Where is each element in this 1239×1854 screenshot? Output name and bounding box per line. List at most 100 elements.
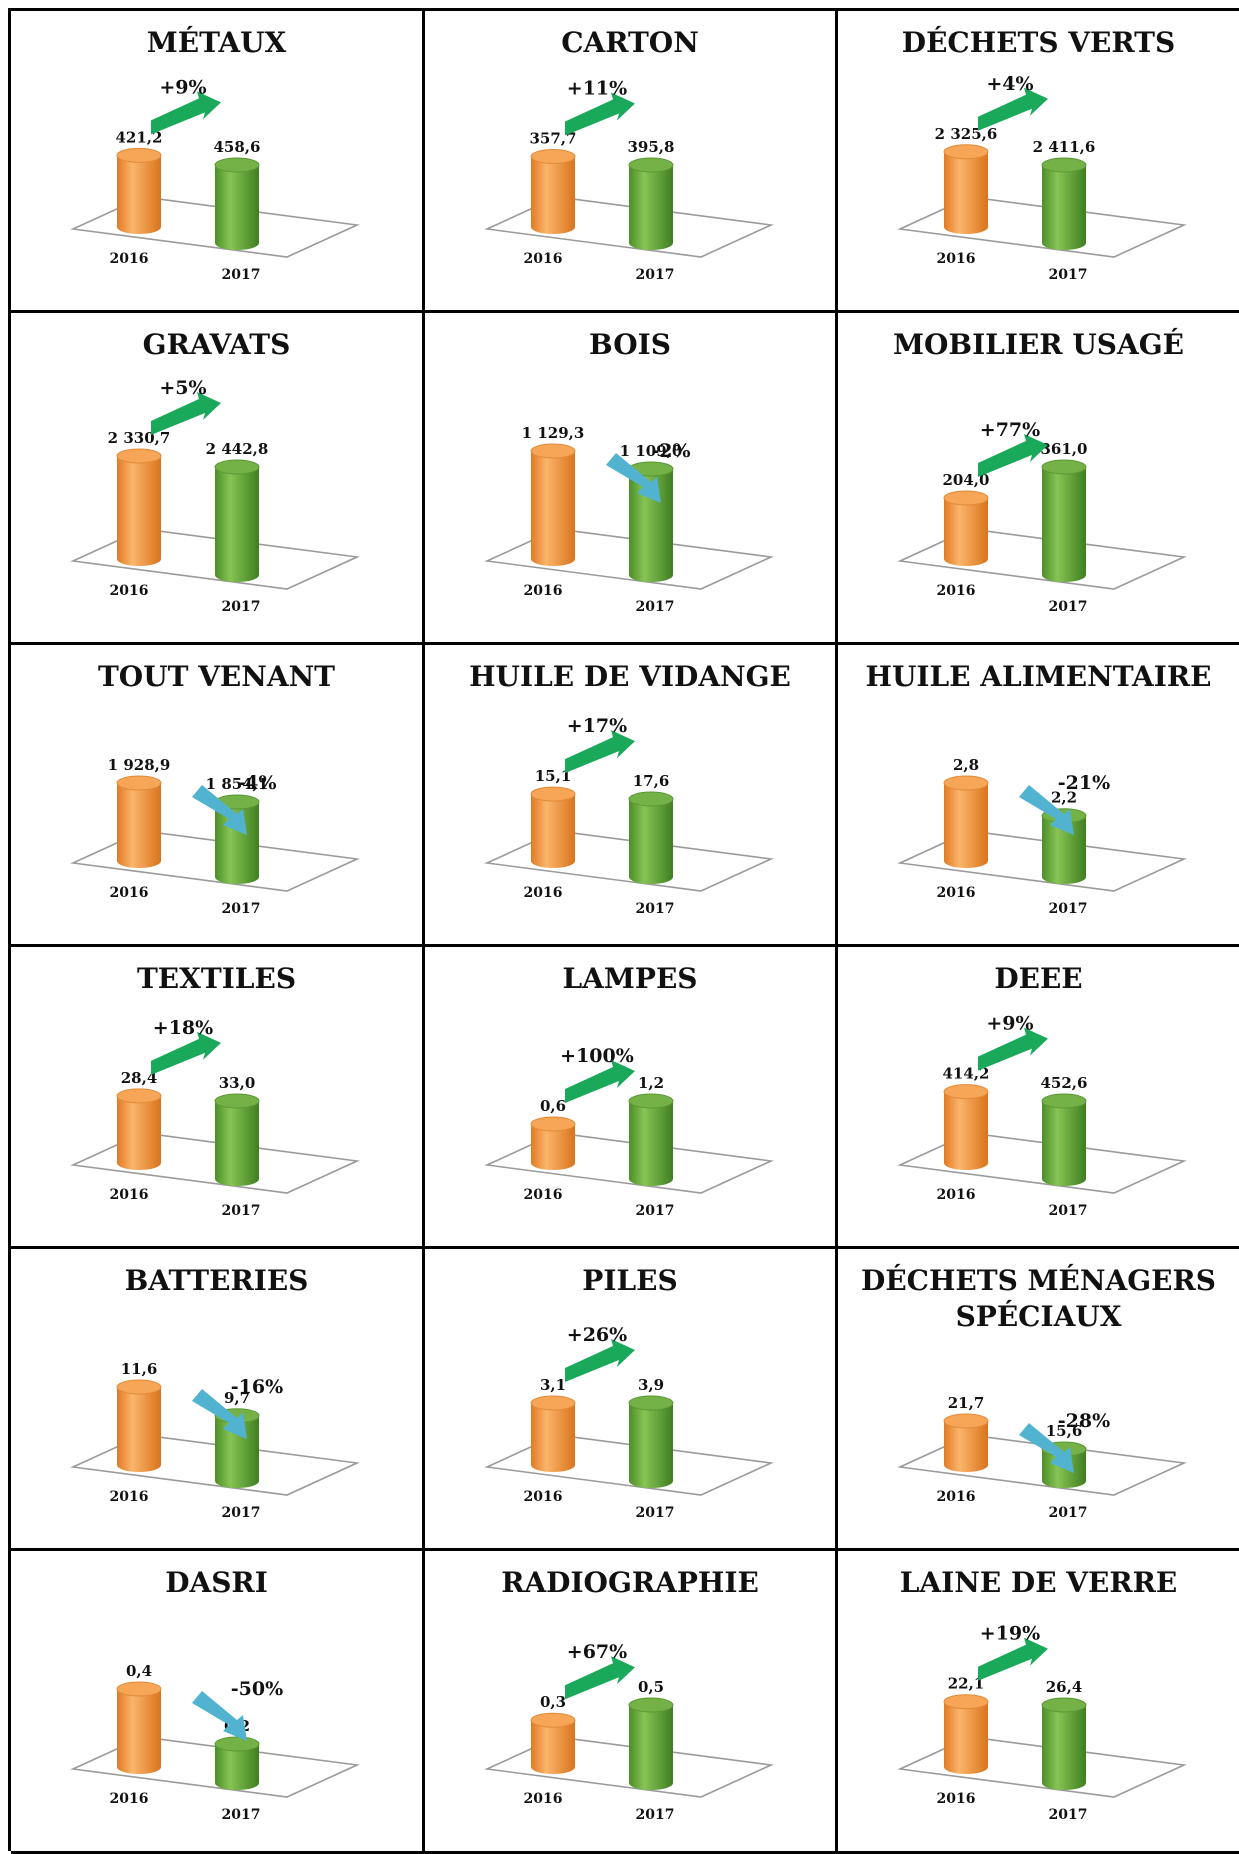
year-label-2017: 2017 bbox=[636, 267, 675, 283]
change-percent: +5% bbox=[159, 377, 206, 399]
chart-plot: 22,1 2016 26,4 2017 +19% bbox=[897, 1623, 1187, 1823]
value-label-2016: 0,4 bbox=[126, 1662, 152, 1680]
chart-dechets-menagers-speciaux: DÉCHETS MÉNAGERS SPÉCIAUX 21,7 2016 15,6 201… bbox=[838, 1249, 1239, 1551]
chart-mobilier-usage: MOBILIER USAGÉ 204,0 2016 361,0 2017 +77% bbox=[838, 313, 1239, 645]
value-label-2016: 3,1 bbox=[540, 1376, 566, 1394]
year-label-2017: 2017 bbox=[636, 1203, 675, 1219]
value-label-2017: 9,7 bbox=[224, 1389, 250, 1407]
year-label-2017: 2017 bbox=[1049, 1203, 1088, 1219]
chart-dechets-verts: DÉCHETS VERTS 2 325,6 2016 2 411,6 2017 +4% bbox=[838, 11, 1239, 313]
chart-title: BOIS bbox=[589, 328, 671, 361]
trend-up-arrow bbox=[978, 1637, 1048, 1681]
chart-plot: 0,6 2016 1,2 2017 +100% bbox=[484, 1045, 774, 1219]
chart-title: RADIOGRAPHIE bbox=[501, 1566, 759, 1599]
trend-up-arrow bbox=[565, 1060, 635, 1103]
trend-up-arrow bbox=[151, 91, 221, 135]
year-label-2017: 2017 bbox=[1049, 599, 1088, 615]
bar-2016 bbox=[943, 1694, 989, 1774]
chart-plot: 21,7 2016 15,6 2017 -28% bbox=[897, 1394, 1187, 1521]
value-label-2016: 11,6 bbox=[121, 1360, 158, 1378]
value-label-2017: 17,6 bbox=[633, 772, 670, 790]
value-label-2016: 2,8 bbox=[953, 756, 979, 774]
value-label-2016: 204,0 bbox=[943, 471, 990, 489]
bar-2017 bbox=[628, 1395, 674, 1488]
value-label-2017: 1 109,0 bbox=[620, 442, 683, 460]
bar-2017 bbox=[214, 1736, 260, 1790]
chart-title: DEEE bbox=[994, 962, 1083, 995]
change-percent: +17% bbox=[567, 715, 627, 737]
chart-title: MÉTAUX bbox=[146, 26, 287, 59]
trend-down-arrow bbox=[1019, 1423, 1074, 1473]
bar-2016 bbox=[530, 786, 576, 868]
trend-down-arrow bbox=[1019, 785, 1074, 835]
value-label-2017: 3,9 bbox=[638, 1376, 664, 1394]
value-label-2017: 2 411,6 bbox=[1033, 138, 1096, 156]
trend-up-arrow bbox=[978, 87, 1048, 131]
year-label-2017: 2017 bbox=[636, 1807, 675, 1823]
year-label-2016: 2016 bbox=[110, 583, 149, 599]
chart-title: GRAVATS bbox=[142, 328, 291, 361]
trend-up-arrow bbox=[151, 1031, 221, 1075]
chart-radiographie: RADIOGRAPHIE 0,3 2016 0,5 2017 +67% bbox=[425, 1551, 838, 1854]
trend-up-arrow bbox=[151, 391, 221, 435]
value-label-2016: 0,3 bbox=[540, 1693, 566, 1711]
chart-title: DÉCHETS MÉNAGERS SPÉCIAUX bbox=[861, 1264, 1216, 1333]
bar-2017 bbox=[628, 1697, 674, 1790]
chart-plot: 0,3 2016 0,5 2017 +67% bbox=[484, 1641, 774, 1823]
bar-2017 bbox=[214, 1093, 260, 1186]
bar-2016 bbox=[943, 1084, 989, 1170]
year-label-2016: 2016 bbox=[524, 1187, 563, 1203]
change-percent: -28% bbox=[1058, 1410, 1110, 1432]
bar-2016 bbox=[116, 147, 162, 234]
bar-2017 bbox=[628, 1093, 674, 1186]
year-label-2017: 2017 bbox=[222, 599, 261, 615]
value-label-2017: 458,6 bbox=[214, 138, 261, 156]
year-label-2017: 2017 bbox=[222, 1203, 261, 1219]
chart-batteries: BATTERIES 11,6 2016 9,7 2017 -16% bbox=[11, 1249, 425, 1551]
year-label-2016: 2016 bbox=[937, 583, 976, 599]
value-label-2016: 421,2 bbox=[116, 128, 163, 146]
year-label-2017: 2017 bbox=[636, 901, 675, 917]
value-label-2017: 26,4 bbox=[1046, 1678, 1083, 1696]
chart-huile-de-vidange: HUILE DE VIDANGE 15,1 2016 17,6 2017 +17% bbox=[425, 645, 838, 947]
chart-laine-de-verre: LAINE DE VERRE 22,1 2016 26,4 2017 +19% bbox=[838, 1551, 1239, 1854]
value-label-2016: 1 129,3 bbox=[522, 424, 585, 442]
year-label-2016: 2016 bbox=[524, 251, 563, 267]
year-label-2017: 2017 bbox=[222, 901, 261, 917]
chart-plot: 421,2 2016 458,6 2017 +9% bbox=[70, 76, 360, 283]
value-label-2016: 2 325,6 bbox=[935, 125, 998, 143]
value-label-2016: 1 928,9 bbox=[108, 756, 171, 774]
trend-down-arrow bbox=[606, 453, 661, 503]
bar-2016 bbox=[530, 1712, 576, 1774]
year-label-2017: 2017 bbox=[1049, 901, 1088, 917]
bar-2017 bbox=[628, 791, 674, 884]
change-percent: +100% bbox=[560, 1045, 634, 1067]
chart-deee: DEEE 414,2 2016 452,6 2017 +9% bbox=[838, 947, 1239, 1249]
value-label-2016: 357,7 bbox=[530, 130, 577, 148]
chart-plot: 28,4 2016 33,0 2017 +18% bbox=[70, 1017, 360, 1219]
bar-2016 bbox=[530, 443, 576, 566]
chart-plot: 357,7 2016 395,8 2017 +11% bbox=[484, 78, 774, 283]
year-label-2017: 2017 bbox=[636, 1505, 675, 1521]
bar-2016 bbox=[943, 144, 989, 234]
year-label-2016: 2016 bbox=[524, 1791, 563, 1807]
change-percent: +19% bbox=[980, 1623, 1040, 1645]
chart-piles: PILES 3,1 2016 3,9 2017 +26% bbox=[425, 1249, 838, 1551]
bar-2016 bbox=[116, 1379, 162, 1472]
chart-plot: 3,1 2016 3,9 2017 +26% bbox=[484, 1324, 774, 1521]
chart-title: DASRI bbox=[165, 1566, 268, 1599]
chart-plot: 414,2 2016 452,6 2017 +9% bbox=[897, 1013, 1187, 1219]
chart-plot: 2 330,7 2016 2 442,8 2017 +5% bbox=[70, 377, 360, 615]
chart-title: LAMPES bbox=[562, 962, 698, 995]
trend-up-arrow bbox=[565, 92, 635, 136]
bar-2017 bbox=[1041, 1697, 1087, 1790]
chart-title: TOUT VENANT bbox=[97, 660, 336, 693]
change-percent: +9% bbox=[159, 76, 206, 98]
value-label-2016: 2 330,7 bbox=[108, 429, 171, 447]
change-percent: -21% bbox=[1058, 772, 1110, 794]
bar-2016 bbox=[943, 490, 989, 566]
chart-plot: 11,6 2016 9,7 2017 -16% bbox=[70, 1360, 360, 1521]
trend-down-arrow bbox=[192, 1691, 247, 1741]
year-label-2017: 2017 bbox=[1049, 1505, 1088, 1521]
